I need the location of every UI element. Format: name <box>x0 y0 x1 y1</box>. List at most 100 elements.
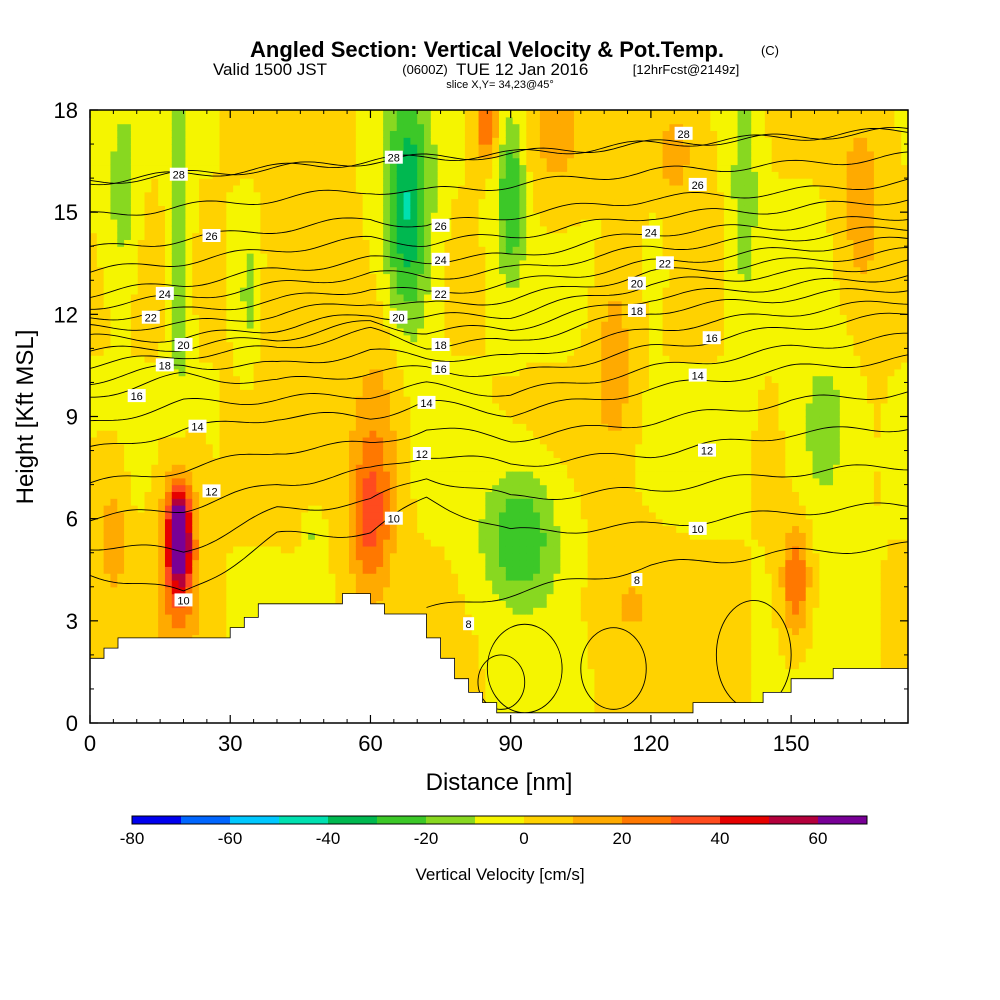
velocity-cell <box>274 368 282 377</box>
velocity-cell <box>376 518 384 527</box>
velocity-cell <box>124 532 132 540</box>
velocity-cell <box>219 484 227 493</box>
velocity-cell <box>280 137 289 145</box>
velocity-cell <box>151 518 159 527</box>
velocity-cell <box>321 287 330 295</box>
velocity-cell <box>280 116 289 125</box>
velocity-cell <box>171 491 180 499</box>
velocity-cell <box>376 130 384 138</box>
velocity-cell <box>396 171 405 179</box>
velocity-cell <box>239 157 248 166</box>
velocity-cell <box>233 144 241 152</box>
velocity-cell <box>192 368 200 377</box>
velocity-cell <box>328 470 336 479</box>
velocity-cell <box>280 246 289 254</box>
velocity-cell <box>410 266 418 275</box>
velocity-cell <box>124 110 132 118</box>
velocity-cell <box>124 205 132 213</box>
velocity-cell <box>328 266 336 275</box>
velocity-cell <box>185 273 193 281</box>
velocity-cell <box>171 505 180 513</box>
velocity-cell <box>287 457 296 465</box>
velocity-cell <box>96 484 105 493</box>
velocity-cell <box>239 205 248 213</box>
velocity-cell <box>335 171 343 179</box>
velocity-cell <box>239 511 248 520</box>
velocity-cell <box>253 348 262 356</box>
velocity-cell <box>267 355 275 363</box>
velocity-cell <box>376 273 384 281</box>
velocity-cell <box>451 348 459 356</box>
velocity-cell <box>144 416 152 424</box>
velocity-cell <box>171 389 180 397</box>
velocity-cell <box>444 539 452 547</box>
velocity-cell <box>376 505 384 513</box>
velocity-cell <box>403 321 411 329</box>
velocity-cell <box>158 184 166 193</box>
velocity-cell <box>369 416 377 424</box>
velocity-cell <box>437 634 446 642</box>
velocity-cell <box>369 123 377 132</box>
velocity-cell <box>151 368 159 377</box>
velocity-cell <box>260 443 268 452</box>
velocity-cell <box>233 123 241 132</box>
velocity-cell <box>424 314 432 322</box>
velocity-cell <box>205 110 214 118</box>
velocity-cell <box>321 389 330 397</box>
velocity-cell <box>164 443 173 452</box>
velocity-cell <box>103 518 112 527</box>
velocity-cell <box>396 457 405 465</box>
velocity-cell <box>185 464 193 472</box>
velocity-cell <box>96 648 105 656</box>
velocity-cell <box>396 123 405 132</box>
velocity-cell <box>171 552 180 561</box>
velocity-cell <box>124 484 132 493</box>
velocity-cell <box>437 409 446 418</box>
velocity-cell <box>328 566 336 574</box>
velocity-cell <box>144 443 152 452</box>
velocity-cell <box>96 280 105 288</box>
velocity-cell <box>308 368 316 377</box>
velocity-cell <box>110 314 118 322</box>
velocity-cell <box>233 110 241 118</box>
velocity-cell <box>90 348 98 356</box>
velocity-cell <box>151 450 159 458</box>
velocity-cell <box>321 110 330 118</box>
velocity-cell <box>308 259 316 268</box>
velocity-cell <box>117 212 125 220</box>
velocity-cell <box>458 198 466 206</box>
velocity-cell <box>117 225 125 234</box>
velocity-cell <box>458 430 466 438</box>
velocity-cell <box>192 586 200 595</box>
velocity-cell <box>253 436 262 445</box>
velocity-cell <box>226 266 234 275</box>
velocity-cell <box>335 579 343 588</box>
velocity-cell <box>110 545 118 554</box>
velocity-cell <box>362 511 371 520</box>
velocity-cell <box>451 593 459 601</box>
velocity-cell <box>424 457 432 465</box>
velocity-cell <box>342 157 350 166</box>
velocity-cell <box>301 307 309 315</box>
velocity-cell <box>178 607 187 615</box>
velocity-cell <box>253 457 262 465</box>
velocity-cell <box>260 123 268 132</box>
velocity-cell <box>137 293 146 302</box>
velocity-cell <box>287 327 296 336</box>
velocity-cell <box>458 464 466 472</box>
velocity-cell <box>280 396 289 404</box>
velocity-cell <box>110 518 118 527</box>
velocity-cell <box>335 368 343 377</box>
velocity-cell <box>342 532 350 540</box>
velocity-cell <box>362 430 371 438</box>
velocity-cell <box>267 150 275 159</box>
velocity-cell <box>274 539 282 547</box>
velocity-cell <box>403 607 411 615</box>
velocity-cell <box>301 396 309 404</box>
velocity-cell <box>280 443 289 452</box>
velocity-cell <box>451 641 459 649</box>
velocity-cell <box>96 334 105 343</box>
velocity-cell <box>417 239 425 247</box>
velocity-cell <box>355 307 364 315</box>
velocity-cell <box>301 573 309 581</box>
